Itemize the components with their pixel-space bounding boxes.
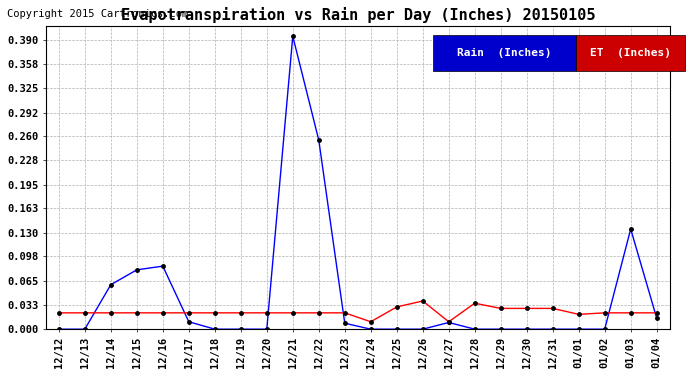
FancyBboxPatch shape [433,34,576,71]
FancyBboxPatch shape [576,34,685,71]
Text: ET  (Inches): ET (Inches) [590,48,671,58]
Text: Copyright 2015 Cartronics.com: Copyright 2015 Cartronics.com [7,9,188,19]
Text: Rain  (Inches): Rain (Inches) [457,48,551,58]
Title: Evapotranspiration vs Rain per Day (Inches) 20150105: Evapotranspiration vs Rain per Day (Inch… [121,7,595,23]
